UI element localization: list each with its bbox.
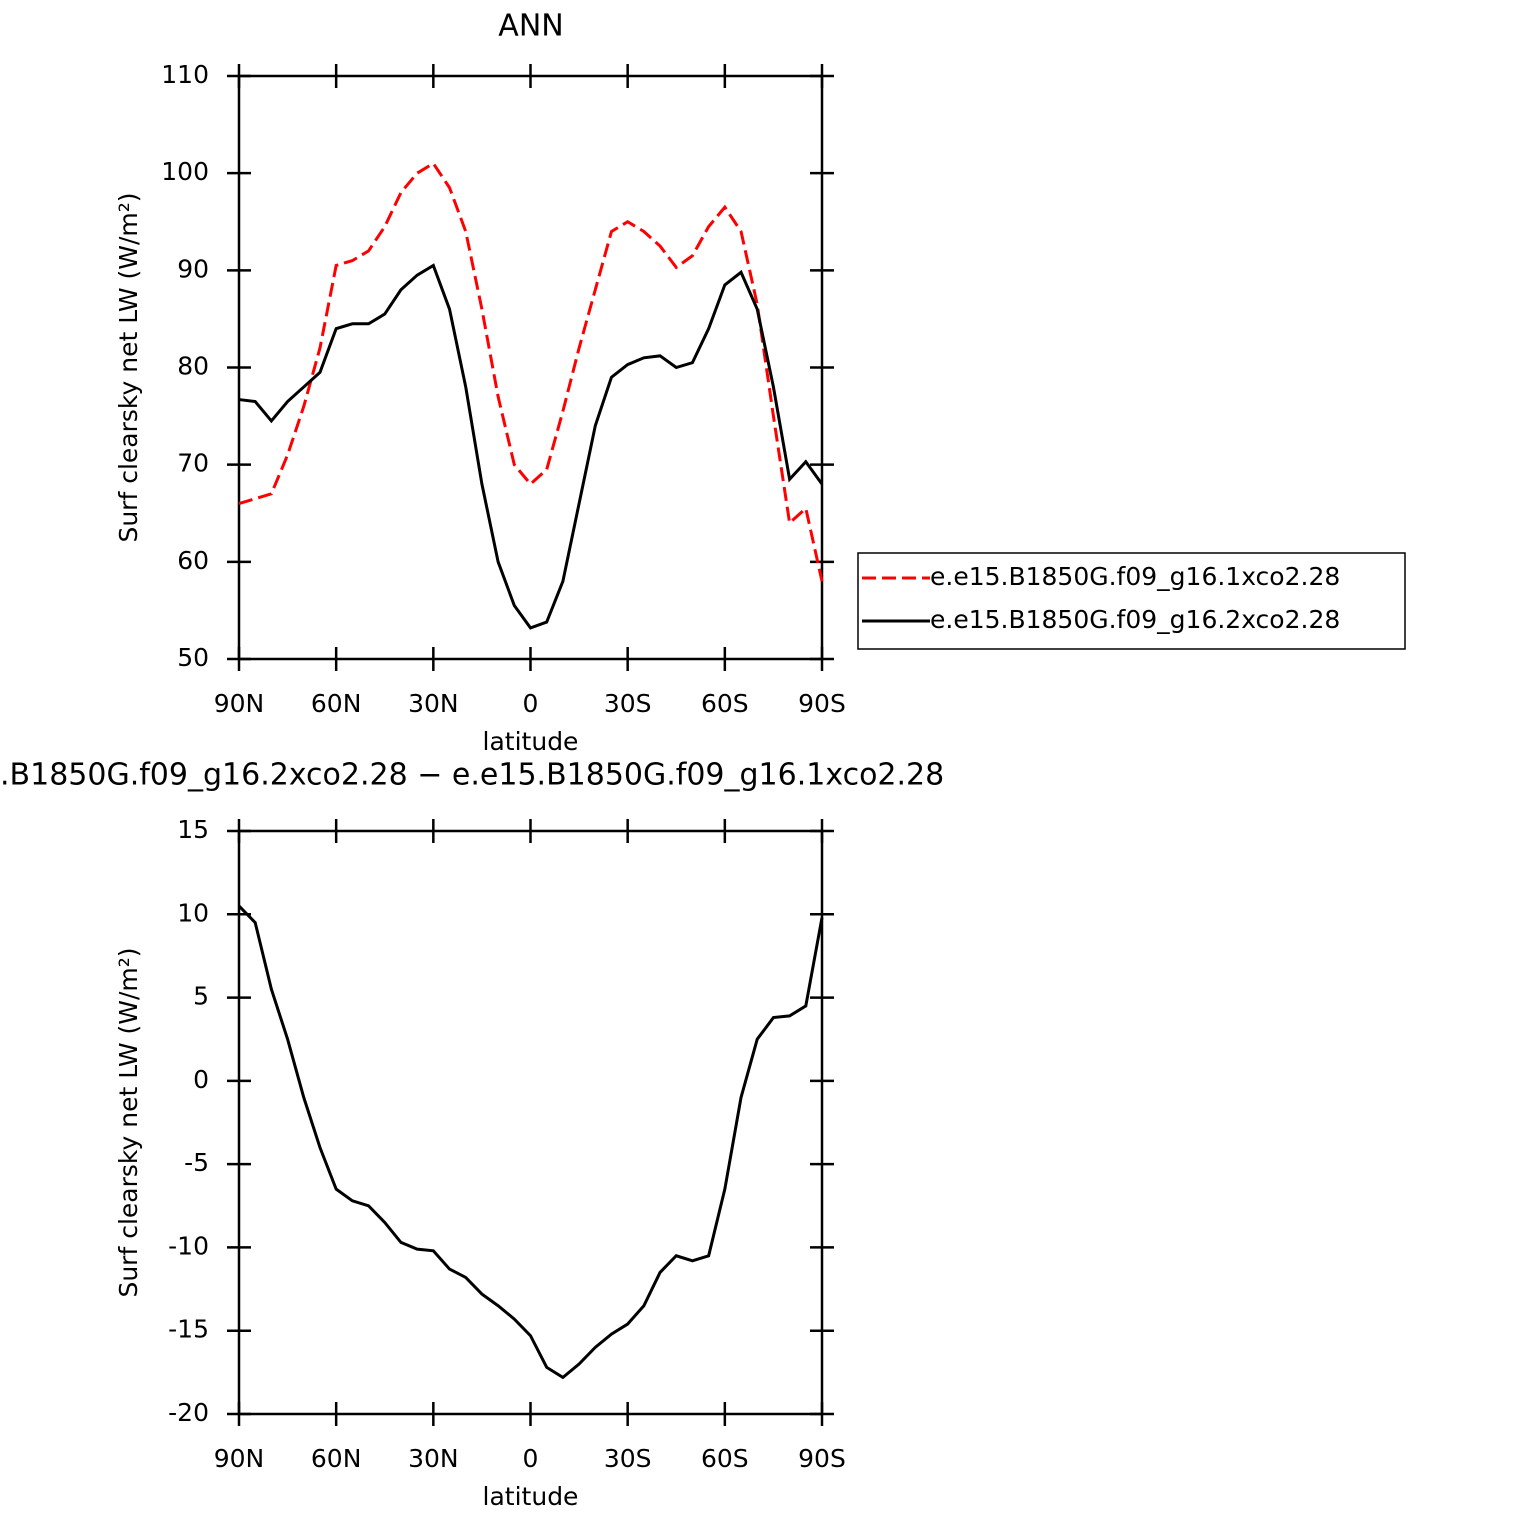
x-tick-label: 90S	[798, 1444, 846, 1473]
y-tick-label: 0	[193, 1065, 209, 1094]
x-tick-label: 60S	[701, 1444, 749, 1473]
y-tick-label: 100	[161, 157, 209, 186]
x-axis-label: latitude	[483, 727, 579, 756]
data-line	[238, 263, 824, 630]
x-tick-label: 60S	[701, 689, 749, 718]
x-tick-label: 60N	[311, 1444, 362, 1473]
x-tick-label: 60N	[311, 689, 362, 718]
y-tick-label: 15	[177, 815, 209, 844]
x-tick-label: 30S	[604, 689, 652, 718]
x-axis-label: latitude	[483, 1482, 579, 1511]
y-tick-label: 90	[177, 254, 209, 283]
plot-frame	[237, 829, 824, 1416]
x-tick-label: 30N	[408, 689, 459, 718]
y-tick-label: 80	[177, 352, 209, 381]
legend-label: e.e15.B1850G.f09_g16.2xco2.28	[930, 605, 1340, 634]
y-tick-label: -10	[168, 1231, 209, 1260]
y-tick-label: -20	[168, 1398, 209, 1427]
x-tick-label: 0	[523, 689, 539, 718]
y-axis-label: Surf clearsky net LW (W/m²)	[114, 947, 143, 1297]
legend-label: e.e15.B1850G.f09_g16.1xco2.28	[930, 562, 1340, 591]
plot-frame	[237, 74, 824, 661]
x-tick-label: 90N	[214, 1444, 265, 1473]
x-tick-label: 30N	[408, 1444, 459, 1473]
y-tick-label: 110	[161, 60, 209, 89]
x-tick-label: 90N	[214, 689, 265, 718]
y-axis-label: Surf clearsky net LW (W/m²)	[114, 192, 143, 542]
y-tick-label: 60	[177, 546, 209, 575]
y-tick-label: 10	[177, 898, 209, 927]
data-line	[237, 904, 824, 1380]
y-tick-label: -15	[168, 1315, 209, 1344]
x-tick-label: 30S	[604, 1444, 652, 1473]
y-tick-label: 50	[177, 643, 209, 672]
x-tick-label: 90S	[798, 689, 846, 718]
y-tick-label: 70	[177, 449, 209, 478]
y-tick-label: 5	[193, 982, 209, 1011]
data-line	[238, 161, 824, 582]
x-tick-label: 0	[523, 1444, 539, 1473]
chart-title: ANN	[498, 9, 563, 44]
legend-box	[857, 552, 1406, 650]
y-tick-label: -5	[184, 1148, 209, 1177]
chart-title: .B1850G.f09_g16.2xco2.28 − e.e15.B1850G.…	[0, 758, 944, 793]
